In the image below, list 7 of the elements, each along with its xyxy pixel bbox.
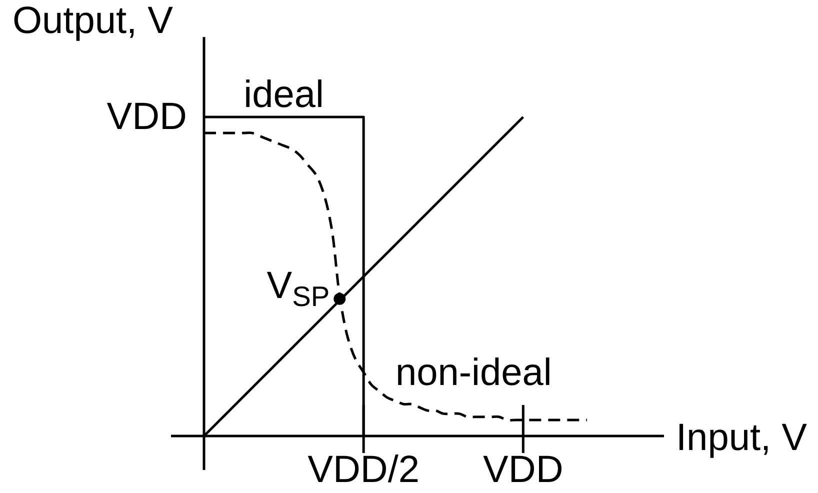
series-label: ideal: [244, 74, 324, 116]
x-axis-title: Input, V: [676, 417, 808, 459]
y-axis-title: Output, V: [12, 0, 174, 42]
x-tick-label: VDD/2: [308, 449, 420, 491]
text: VDD: [106, 96, 187, 138]
series-label: V$_{SP}$: [266, 264, 330, 312]
series-label: non-ideal: [395, 352, 552, 394]
